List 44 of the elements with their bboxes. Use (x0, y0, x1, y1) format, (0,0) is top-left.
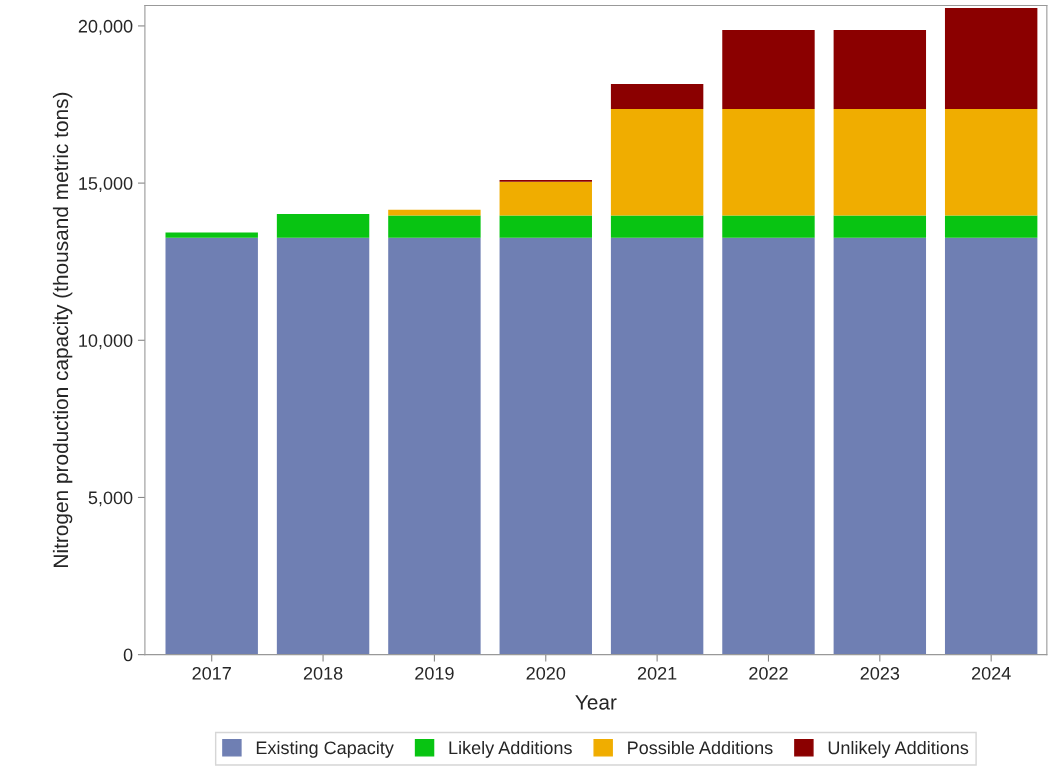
bar (165, 232, 258, 238)
legend-label: Likely Additions (449, 740, 572, 758)
x-tick-label: 2024 (972, 666, 1011, 680)
bar (722, 30, 815, 109)
bar (610, 237, 704, 655)
x-tick-label: 2017 (192, 666, 231, 680)
bar (276, 213, 370, 238)
y-tick-label: 20,000 (78, 19, 133, 35)
bar (944, 108, 1038, 216)
legend-label: Existing Capacity (256, 740, 394, 758)
bar (722, 108, 815, 216)
bar (944, 237, 1038, 655)
x-tick-label: 2020 (526, 666, 566, 680)
bar (499, 215, 592, 238)
bar (722, 237, 815, 655)
bar (499, 237, 592, 655)
y-tick-label: 0 (123, 648, 133, 662)
x-tick-label: 2023 (860, 666, 900, 680)
x-axis-title: Year (575, 695, 617, 710)
y-tick-label: 5,000 (88, 491, 133, 507)
x-tick-label: 2021 (637, 666, 677, 680)
bar (610, 215, 704, 238)
y-axis-title: Nitrogen production capacity (thousand metric tons) (52, 92, 73, 567)
bar (165, 237, 258, 655)
bar (610, 84, 704, 109)
x-tick-label: 2018 (303, 666, 343, 680)
x-tick-label: 2022 (749, 666, 788, 680)
x-tick-label: 2019 (415, 666, 454, 680)
legend-label: Possible Additions (628, 740, 773, 755)
bar (388, 215, 481, 238)
bar (944, 215, 1038, 238)
bar (276, 237, 370, 655)
bar (833, 237, 927, 655)
bar (833, 108, 927, 216)
y-tick-label: 10,000 (79, 334, 133, 350)
bar (833, 30, 927, 109)
bar (944, 8, 1038, 109)
bar (722, 215, 815, 238)
legend-label: Unlikely Additions (828, 740, 969, 758)
bar (833, 215, 927, 238)
bar (388, 237, 481, 655)
bar (610, 108, 704, 216)
bar (499, 181, 592, 216)
y-tick-label: 15,000 (79, 177, 133, 192)
